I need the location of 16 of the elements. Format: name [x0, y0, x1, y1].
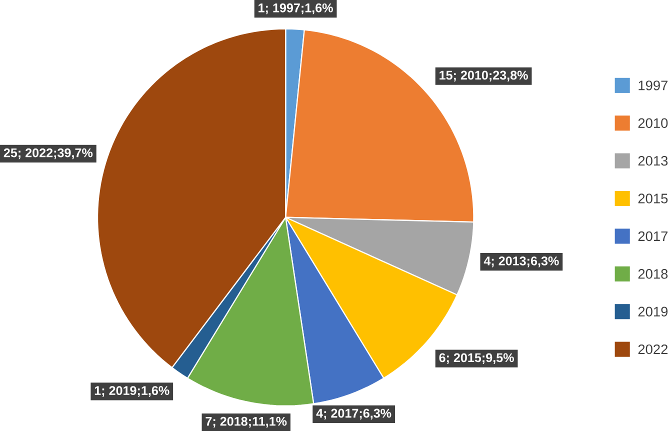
legend-label: 1997 [638, 80, 668, 90]
legend-label: 2022 [638, 344, 668, 354]
legend-label: 2019 [638, 306, 668, 316]
data-label: 1; 1997;1,6% [258, 3, 333, 14]
legend-label: 2015 [638, 194, 668, 204]
legend-label: 2017 [638, 231, 668, 242]
data-label: 1; 2019;1,6% [94, 386, 170, 397]
legend-label: 2018 [638, 269, 668, 279]
legend-label: 2010 [638, 118, 668, 128]
data-label: 6; 2015;9,5% [439, 353, 514, 364]
data-label: 15; 2010;23,8% [440, 70, 528, 82]
legend-label: 2013 [638, 156, 668, 166]
data-label: 7; 2018;11,1% [206, 416, 287, 428]
data-label: 4; 2013;6,3% [484, 256, 559, 268]
data-label: 25; 2022;39,7% [4, 148, 93, 160]
data-label: 4; 2017;6,3% [316, 408, 392, 420]
